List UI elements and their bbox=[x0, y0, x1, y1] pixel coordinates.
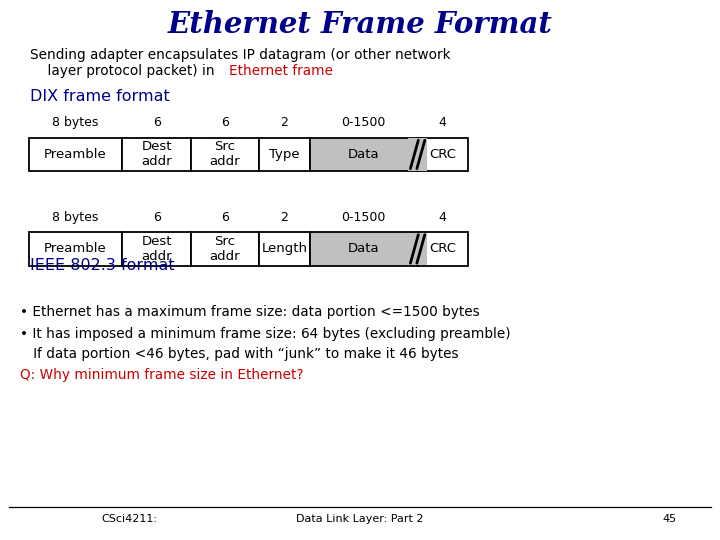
Text: Src
addr: Src addr bbox=[210, 235, 240, 263]
Bar bbox=[122, 138, 191, 171]
Text: CSci4211:: CSci4211: bbox=[102, 515, 158, 524]
Bar bbox=[259, 232, 310, 266]
Text: Ethernet Frame Format: Ethernet Frame Format bbox=[168, 10, 552, 39]
Text: 2: 2 bbox=[281, 116, 288, 129]
Text: CRC: CRC bbox=[429, 242, 456, 255]
Bar bbox=[29, 232, 122, 266]
Text: layer protocol packet) in: layer protocol packet) in bbox=[30, 64, 220, 78]
Bar bbox=[310, 232, 418, 266]
Text: • It has imposed a minimum frame size: 64 bytes (excluding preamble): • It has imposed a minimum frame size: 6… bbox=[20, 327, 510, 341]
Text: Dest
addr: Dest addr bbox=[141, 140, 172, 168]
Text: 45: 45 bbox=[662, 515, 677, 524]
Text: Preamble: Preamble bbox=[44, 148, 107, 161]
Text: Data: Data bbox=[348, 242, 379, 255]
Text: Q: Why minimum frame size in Ethernet?: Q: Why minimum frame size in Ethernet? bbox=[20, 368, 304, 382]
Text: IEEE 802.3 format: IEEE 802.3 format bbox=[30, 258, 175, 273]
Bar bbox=[408, 138, 427, 171]
Bar bbox=[29, 138, 122, 171]
Text: Dest
addr: Dest addr bbox=[141, 235, 172, 263]
Text: 8 bytes: 8 bytes bbox=[53, 211, 99, 224]
Text: Data Link Layer: Part 2: Data Link Layer: Part 2 bbox=[296, 515, 424, 524]
Text: Preamble: Preamble bbox=[44, 242, 107, 255]
Text: 8 bytes: 8 bytes bbox=[53, 116, 99, 129]
Text: 4: 4 bbox=[439, 116, 446, 129]
Text: 6: 6 bbox=[153, 211, 161, 224]
Text: 0-1500: 0-1500 bbox=[341, 116, 386, 129]
Bar bbox=[418, 232, 468, 266]
Bar bbox=[310, 138, 418, 171]
Bar bbox=[191, 232, 259, 266]
Text: 6: 6 bbox=[153, 116, 161, 129]
Text: 6: 6 bbox=[221, 116, 229, 129]
Text: If data portion <46 bytes, pad with “junk” to make it 46 bytes: If data portion <46 bytes, pad with “jun… bbox=[20, 347, 459, 361]
Bar bbox=[418, 138, 468, 171]
Text: • Ethernet has a maximum frame size: data portion <=1500 bytes: • Ethernet has a maximum frame size: dat… bbox=[20, 305, 480, 319]
Text: Length: Length bbox=[261, 242, 307, 255]
Bar bbox=[122, 232, 191, 266]
Bar bbox=[191, 138, 259, 171]
Text: Src
addr: Src addr bbox=[210, 140, 240, 168]
Text: 0-1500: 0-1500 bbox=[341, 211, 386, 224]
Text: Ethernet frame: Ethernet frame bbox=[229, 64, 333, 78]
Text: 6: 6 bbox=[221, 211, 229, 224]
Text: DIX frame format: DIX frame format bbox=[30, 89, 170, 104]
Text: 4: 4 bbox=[439, 211, 446, 224]
Bar bbox=[408, 233, 427, 265]
Bar bbox=[259, 138, 310, 171]
Text: Data: Data bbox=[348, 148, 379, 161]
Text: Sending adapter encapsulates IP datagram (or other network: Sending adapter encapsulates IP datagram… bbox=[30, 48, 451, 62]
Text: CRC: CRC bbox=[429, 148, 456, 161]
Text: Type: Type bbox=[269, 148, 300, 161]
Text: 2: 2 bbox=[281, 211, 288, 224]
